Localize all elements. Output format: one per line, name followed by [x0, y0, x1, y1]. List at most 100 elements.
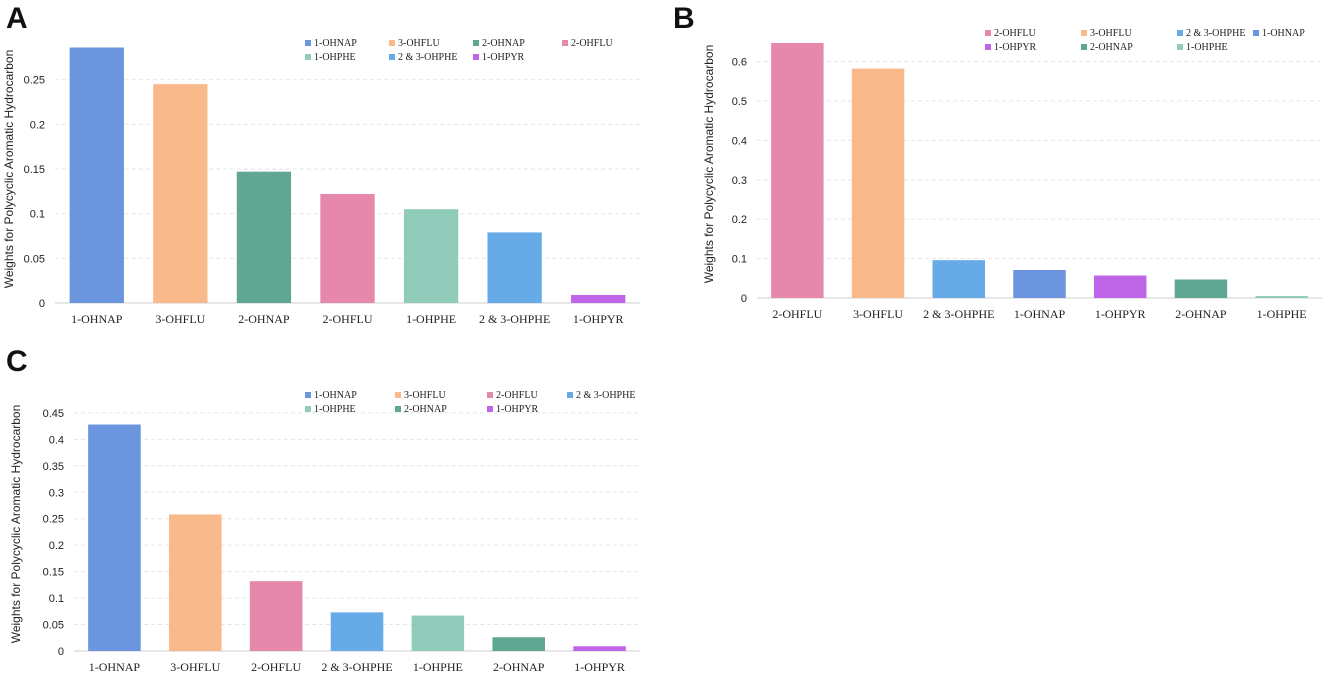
x-tick-label: 1-OHPYR [574, 660, 625, 674]
y-tick-label: 0.3 [732, 175, 747, 187]
y-tick-label: 0.15 [24, 164, 45, 176]
x-tick-label: 3-OHFLU [170, 660, 220, 674]
bar-2-ohflu[interactable] [771, 43, 824, 298]
x-tick-label: 1-OHPHE [406, 312, 456, 326]
legend-swatch [1177, 30, 1183, 36]
x-tick-label: 2 & 3-OHPHE [923, 307, 994, 321]
bar-2-3-ohphe[interactable] [487, 232, 542, 303]
x-tick-label: 2-OHNAP [1175, 307, 1227, 321]
legend-swatch [487, 406, 493, 412]
legend-label[interactable]: 1-OHPYR [496, 404, 539, 415]
y-axis-label: Weights for Polycyclic Aromatic Hydrocar… [702, 45, 716, 284]
bar-1-ohphe[interactable] [403, 209, 459, 303]
y-tick-label: 0.05 [24, 253, 45, 265]
legend-label[interactable]: 2 & 3-OHPHE [398, 52, 457, 63]
legend-swatch [985, 44, 991, 50]
legend-swatch [487, 392, 493, 398]
legend-label[interactable]: 3-OHFLU [404, 390, 446, 401]
bar-1-ohpyr[interactable] [1093, 275, 1147, 298]
bar-1-ohnap[interactable] [88, 424, 141, 651]
legend-swatch [389, 40, 395, 46]
legend-swatch [305, 392, 311, 398]
legend-label[interactable]: 1-OHPHE [314, 52, 356, 63]
x-tick-label: 2-OHFLU [323, 312, 373, 326]
legend-label[interactable]: 2 & 3-OHPHE [576, 390, 635, 401]
bar-1-ohphe[interactable] [411, 615, 465, 651]
legend-label[interactable]: 3-OHFLU [398, 38, 440, 49]
legend-swatch [395, 392, 401, 398]
y-tick-label: 0.25 [43, 514, 64, 526]
legend-swatch [1177, 44, 1183, 50]
y-axis-label: Weights for Polycyclic Aromatic Hydrocar… [9, 405, 23, 644]
x-tick-label: 1-OHPYR [573, 312, 624, 326]
legend-swatch [1253, 30, 1259, 36]
bar-3-ohflu[interactable] [153, 84, 208, 303]
legend-label[interactable]: 2-OHFLU [496, 390, 538, 401]
y-tick-label: 0.2 [30, 119, 45, 131]
y-tick-label: 0.35 [43, 461, 64, 473]
legend-label[interactable]: 2-OHNAP [482, 38, 525, 49]
x-tick-label: 2-OHNAP [493, 660, 545, 674]
x-tick-label: 2-OHFLU [772, 307, 822, 321]
legend-swatch [985, 30, 991, 36]
y-tick-label: 0.2 [732, 214, 747, 226]
legend-swatch [473, 54, 479, 60]
legend-label[interactable]: 1-OHPYR [994, 42, 1037, 53]
legend-swatch [473, 40, 479, 46]
y-tick-label: 0.2 [49, 540, 64, 552]
x-tick-label: 3-OHFLU [155, 312, 205, 326]
y-tick-label: 0.4 [732, 135, 747, 147]
legend-label[interactable]: 2 & 3-OHPHE [1186, 28, 1245, 39]
bar-1-ohnap[interactable] [1013, 270, 1066, 298]
legend-label[interactable]: 1-OHPHE [314, 404, 356, 415]
y-tick-label: 0.4 [49, 434, 64, 446]
legend-swatch [395, 406, 401, 412]
panel-label-a: A [6, 2, 28, 35]
legend-swatch [305, 40, 311, 46]
y-tick-label: 0.05 [43, 620, 64, 632]
y-tick-label: 0.5 [732, 96, 747, 108]
y-tick-label: 0.3 [49, 487, 64, 499]
bar-2-ohnap[interactable] [236, 171, 292, 303]
x-tick-label: 1-OHPYR [1095, 307, 1146, 321]
legend-label[interactable]: 2-OHFLU [994, 28, 1036, 39]
bar-2-ohflu[interactable] [249, 581, 303, 651]
bar-2-ohflu[interactable] [320, 194, 375, 303]
legend-swatch [305, 54, 311, 60]
bar-2-ohnap[interactable] [1174, 279, 1228, 298]
x-tick-label: 2 & 3-OHPHE [479, 312, 550, 326]
x-tick-label: 2-OHNAP [238, 312, 290, 326]
x-tick-label: 1-OHNAP [89, 660, 141, 674]
legend-label[interactable]: 1-OHNAP [314, 390, 357, 401]
y-tick-label: 0.15 [43, 567, 64, 579]
bar-1-ohphe[interactable] [1255, 296, 1308, 298]
bar-2-3-ohphe[interactable] [932, 260, 986, 298]
legend-label[interactable]: 1-OHPYR [482, 52, 525, 63]
bar-3-ohflu[interactable] [851, 68, 905, 298]
x-tick-label: 1-OHNAP [1014, 307, 1066, 321]
y-tick-label: 0 [58, 646, 64, 658]
bar-3-ohflu[interactable] [169, 514, 222, 651]
bar-1-ohpyr[interactable] [571, 294, 626, 303]
x-tick-label: 1-OHPHE [413, 660, 463, 674]
bar-1-ohpyr[interactable] [573, 646, 626, 651]
legend-label[interactable]: 2-OHFLU [571, 38, 613, 49]
legend-swatch [562, 40, 568, 46]
bar-2-3-ohphe[interactable] [330, 612, 384, 651]
x-tick-label: 1-OHNAP [71, 312, 123, 326]
legend-label[interactable]: 1-OHNAP [1262, 28, 1305, 39]
y-tick-label: 0 [39, 298, 45, 310]
panel-label-c: C [6, 345, 28, 378]
legend-label[interactable]: 2-OHNAP [404, 404, 447, 415]
bar-1-ohnap[interactable] [69, 47, 124, 303]
legend-label[interactable]: 2-OHNAP [1090, 42, 1133, 53]
legend-label[interactable]: 1-OHNAP [314, 38, 357, 49]
legend-label[interactable]: 1-OHPHE [1186, 42, 1228, 53]
x-tick-label: 2-OHFLU [251, 660, 301, 674]
y-tick-label: 0.45 [43, 408, 64, 420]
bar-2-ohnap[interactable] [492, 637, 545, 651]
legend-swatch [305, 406, 311, 412]
legend-label[interactable]: 3-OHFLU [1090, 28, 1132, 39]
